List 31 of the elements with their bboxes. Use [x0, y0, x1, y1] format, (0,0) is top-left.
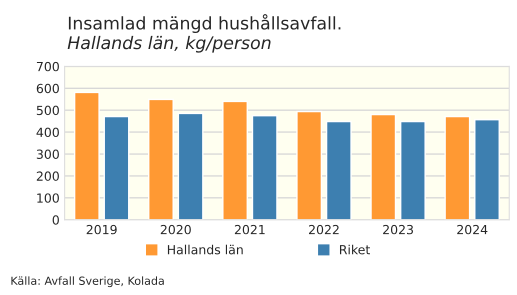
y-tick-label: 300 [36, 150, 59, 159]
bar [104, 116, 130, 220]
x-tick-label: 2024 [457, 224, 488, 234]
x-tick-label: 2020 [160, 224, 191, 234]
bar [444, 116, 470, 220]
chart-subtitle: Hallands län, kg/person [68, 36, 271, 53]
y-tick-label: 200 [36, 171, 59, 181]
bar [222, 100, 248, 220]
legend-label: Riket [340, 244, 370, 254]
x-tick-label: 2023 [383, 224, 413, 234]
y-tick-label: 500 [36, 106, 59, 116]
y-tick-label: 100 [37, 193, 59, 203]
y-tick-label: 600 [36, 84, 59, 94]
chart-title: Insamlad mängd hushållsavfall. [68, 14, 340, 34]
x-tick-label: 2022 [308, 224, 339, 234]
bar [370, 114, 396, 220]
text: Källa: Avfall Sverige, Kolada [11, 276, 164, 288]
x-tick-label: 2021 [234, 224, 265, 234]
bar [400, 120, 426, 220]
bar [326, 120, 352, 220]
y-tick-label: 0 [52, 215, 59, 225]
legend-label: Hallands län [168, 244, 243, 254]
bar [474, 118, 500, 220]
y-tick-label: 400 [36, 128, 59, 138]
x-tick-label: 2019 [86, 224, 117, 234]
bar [178, 112, 204, 220]
y-tick-label: 700 [36, 62, 59, 72]
bar [296, 110, 322, 220]
bar [252, 114, 278, 220]
bar [74, 92, 100, 220]
bar [148, 98, 174, 220]
